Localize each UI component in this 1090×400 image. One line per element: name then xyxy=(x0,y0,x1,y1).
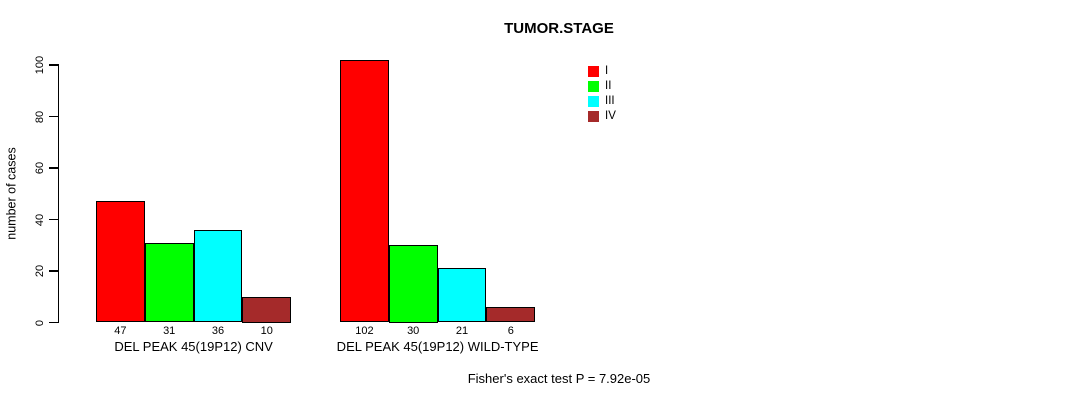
y-tick-label: 0 xyxy=(34,319,46,326)
legend-item-ii: II xyxy=(588,80,612,92)
legend-label: I xyxy=(605,65,609,77)
bar-value-label: 10 xyxy=(260,325,273,337)
y-tick-mark xyxy=(49,321,58,324)
group-label: DEL PEAK 45(19P12) WILD-TYPE xyxy=(336,339,539,354)
y-tick-mark xyxy=(49,270,58,272)
bar-stage-iv-group1 xyxy=(242,296,292,323)
y-tick-mark xyxy=(49,115,58,118)
legend-item-iv: IV xyxy=(588,110,616,122)
bar-stage-ii-group1 xyxy=(144,242,194,323)
legend-swatch-icon xyxy=(588,96,599,107)
legend-item-iii: III xyxy=(588,95,615,107)
legend-item-i: I xyxy=(588,65,609,77)
bar-value-label: 36 xyxy=(211,325,225,337)
y-tick-label: 40 xyxy=(34,213,46,226)
bar-value-label: 31 xyxy=(163,325,176,337)
y-tick-label: 100 xyxy=(34,55,46,75)
bar-value-label: 102 xyxy=(355,325,374,337)
bar-value-label: 6 xyxy=(507,325,514,337)
bar-value-label: 30 xyxy=(407,325,420,337)
bar-stage-iii-group1 xyxy=(193,229,243,323)
bar-value-label: 21 xyxy=(455,325,469,337)
legend-label: II xyxy=(605,80,612,92)
bar-stage-ii-group2 xyxy=(388,245,438,323)
y-tick-mark xyxy=(49,167,58,169)
legend-swatch-icon xyxy=(588,66,599,77)
bar-value-label: 47 xyxy=(114,325,127,337)
y-tick-mark xyxy=(49,64,58,66)
y-tick-label: 80 xyxy=(34,110,46,123)
chart-title: TUMOR.STAGE xyxy=(504,20,614,37)
y-tick-label: 20 xyxy=(34,264,46,278)
legend-swatch-icon xyxy=(588,111,599,122)
legend-swatch-icon xyxy=(588,81,599,92)
legend-label: III xyxy=(605,95,615,107)
group-label: DEL PEAK 45(19P12) CNV xyxy=(114,339,273,354)
footnote-fisher-test: Fisher's exact test P = 7.92e-05 xyxy=(467,371,651,386)
legend-label: IV xyxy=(605,110,616,122)
bar-stage-iii-group2 xyxy=(437,268,487,323)
y-axis-line xyxy=(58,64,60,323)
y-axis-label: number of cases xyxy=(4,147,19,240)
bar-stage-i-group1 xyxy=(96,201,145,323)
bar-stage-i-group2 xyxy=(340,59,389,323)
y-tick-label: 60 xyxy=(34,161,46,175)
y-tick-mark xyxy=(49,218,58,221)
bar-stage-iv-group2 xyxy=(486,307,536,323)
